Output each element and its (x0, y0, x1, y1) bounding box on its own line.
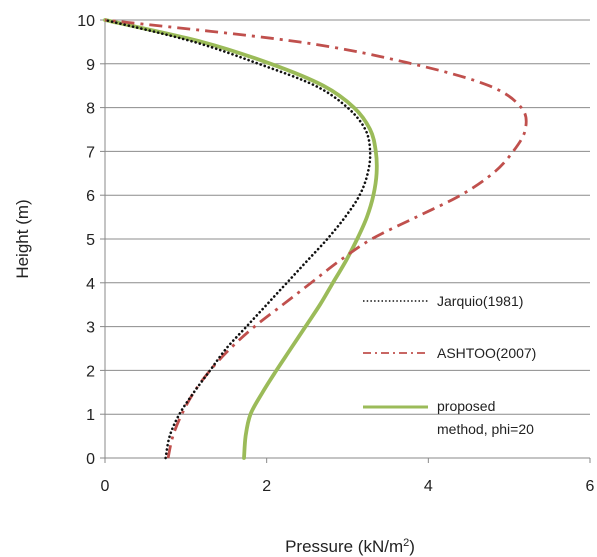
series-line-proposed-method-phi-20 (103, 18, 379, 460)
x-tick-label: 6 (586, 478, 595, 495)
legend-label-ashtoo: ASHTOO(2007) (437, 345, 536, 361)
x-tick-label: 0 (101, 478, 110, 495)
x-axis-label-text: Pressure (kN/m (285, 537, 403, 556)
legend-label-jarquio: Jarquio(1981) (437, 293, 523, 309)
x-axis-label-end: ) (409, 537, 415, 556)
axis-ticks: 0 1 2 3 4 5 6 7 8 9 10 0 2 4 6 (77, 13, 594, 495)
x-axis-label-sup: 2 (403, 537, 409, 549)
x-tick-label: 4 (424, 478, 433, 495)
series-group (103, 18, 528, 460)
legend-label-proposed-line2: method, phi=20 (437, 421, 534, 437)
y-tick-label: 1 (86, 407, 95, 424)
y-tick-label: 3 (86, 320, 95, 337)
legend-label-proposed: proposed (437, 398, 495, 414)
x-axis-label: Pressure (kN/m2) (285, 537, 415, 556)
y-tick-label: 9 (86, 57, 95, 74)
y-tick-label: 6 (86, 188, 95, 205)
y-tick-label: 0 (86, 451, 95, 468)
y-tick-label: 2 (86, 363, 95, 380)
legend: Jarquio(1981) ASHTOO(2007) proposed meth… (363, 293, 536, 437)
grid-lines (105, 19, 590, 459)
x-tick-label: 2 (262, 478, 271, 495)
y-axis-label: Height (m) (13, 199, 32, 278)
y-tick-label: 5 (86, 232, 95, 249)
y-tick-label: 8 (86, 101, 95, 118)
y-tick-label: 4 (86, 276, 95, 293)
y-tick-label: 7 (86, 144, 95, 161)
y-tick-label: 10 (77, 13, 95, 30)
series-line-jarquio-1981 (103, 18, 372, 460)
